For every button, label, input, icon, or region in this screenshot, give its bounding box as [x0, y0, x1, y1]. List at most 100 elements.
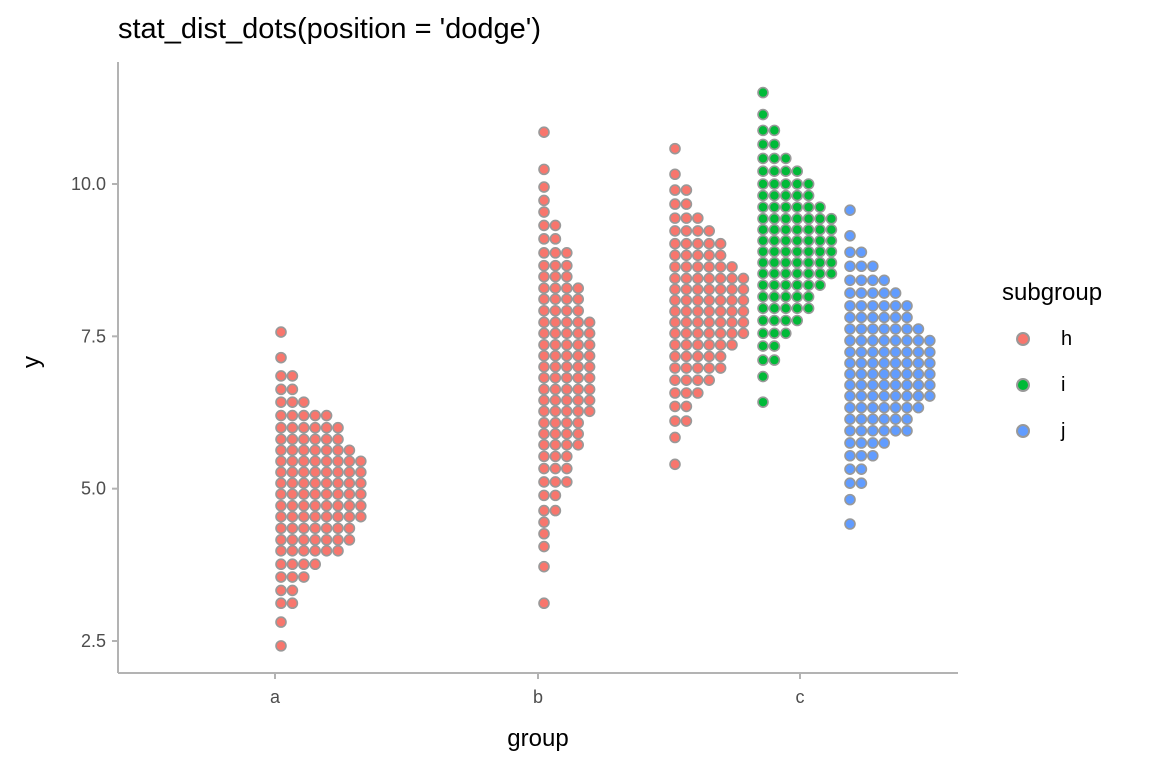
dot-c-i: [779, 152, 792, 165]
dot-a-h: [286, 455, 299, 468]
dot-c-h: [703, 316, 716, 329]
dot-c-j: [923, 390, 936, 402]
dot-c-i: [791, 201, 804, 213]
dot-a-h: [275, 499, 287, 512]
dot-c-h: [669, 387, 681, 399]
dot-c-h: [691, 237, 704, 250]
dot-c-h: [691, 225, 704, 237]
dot-a-h: [332, 522, 344, 535]
dot-a-h: [354, 499, 367, 512]
dot-b-h: [538, 304, 550, 317]
dot-c-h: [714, 283, 727, 296]
dot-b-h: [538, 126, 550, 139]
dot-c-i: [779, 279, 792, 291]
dot-c-h: [680, 316, 693, 329]
dot-c-j: [855, 246, 868, 259]
dot-c-h: [691, 350, 704, 363]
dot-c-j: [844, 390, 856, 402]
dot-a-h: [332, 534, 344, 546]
dot-b-h: [560, 360, 573, 373]
dot-c-i: [814, 234, 826, 247]
dot-a-h: [286, 396, 299, 408]
dot-c-h: [714, 294, 727, 307]
dot-b-h: [538, 219, 550, 232]
dot-a-h: [320, 545, 333, 557]
dot-b-h: [538, 327, 550, 340]
dot-c-h: [669, 400, 681, 413]
dot-a-h: [286, 444, 299, 457]
dot-a-h: [320, 409, 333, 422]
dot-a-h: [343, 499, 356, 512]
dot-a-h: [309, 455, 322, 468]
dot-b-h: [572, 383, 585, 396]
dot-c-j: [878, 300, 891, 312]
dot-c-i: [757, 189, 769, 202]
dot-c-i: [779, 212, 792, 225]
dot-c-j: [878, 413, 891, 426]
dot-c-i: [791, 302, 804, 315]
dot-c-i: [768, 138, 781, 151]
dot-b-h: [538, 383, 550, 396]
dot-a-h: [343, 444, 356, 457]
dot-a-h: [332, 433, 344, 446]
dot-c-j: [844, 379, 856, 391]
dot-a-h: [297, 444, 310, 457]
dot-b-h: [583, 350, 596, 362]
dot-b-h: [549, 438, 562, 451]
dot-c-j: [855, 287, 868, 299]
dot-b-h: [572, 304, 585, 317]
y-tick-label: 7.5: [81, 326, 106, 346]
dot-a-h: [354, 455, 367, 468]
dot-c-i: [814, 245, 826, 258]
dot-c-h: [691, 212, 704, 224]
dot-c-j: [866, 379, 879, 391]
x-tick-label: b: [533, 687, 543, 707]
dot-b-h: [538, 163, 550, 176]
dot-c-j: [844, 368, 856, 380]
dot-c-h: [669, 272, 681, 285]
dot-c-j: [866, 437, 879, 449]
dot-c-j: [878, 390, 891, 402]
dot-c-h: [737, 305, 750, 318]
dot-b-h: [572, 371, 585, 384]
dot-c-j: [878, 401, 891, 414]
dot-c-h: [703, 237, 716, 250]
dot-b-h: [560, 316, 573, 329]
dot-b-h: [583, 405, 596, 418]
dot-b-h: [549, 360, 562, 373]
dot-c-i: [779, 327, 792, 340]
dot-b-h: [549, 316, 562, 329]
dot-a-h: [320, 488, 333, 500]
dot-c-j: [855, 346, 868, 358]
dot-c-j: [912, 390, 925, 402]
dot-c-h: [703, 350, 716, 363]
dot-c-j: [855, 379, 868, 391]
dot-c-h: [669, 305, 681, 318]
dot-a-h: [275, 433, 287, 446]
chart-title: stat_dist_dots(position = 'dodge'): [118, 13, 541, 45]
dot-a-h: [275, 477, 287, 489]
dot-c-i: [757, 234, 769, 247]
dot-c-j: [912, 379, 925, 391]
dot-c-j: [878, 379, 891, 391]
dot-c-i: [802, 290, 815, 303]
y-tick-label: 2.5: [81, 631, 106, 651]
dot-c-i: [757, 124, 769, 137]
dot-a-h: [332, 455, 344, 468]
dot-c-j: [855, 437, 868, 449]
dot-c-j: [889, 357, 902, 369]
dot-b-h: [538, 282, 550, 295]
dot-c-j: [866, 287, 879, 299]
dot-c-j: [855, 424, 868, 437]
dot-b-h: [560, 417, 573, 429]
dot-c-i: [825, 256, 838, 269]
dot-c-h: [714, 350, 727, 363]
dot-c-i: [768, 223, 781, 236]
dot-b-h: [583, 360, 596, 373]
dot-c-h: [680, 374, 693, 387]
dot-a-h: [297, 545, 310, 557]
dot-c-h: [703, 261, 716, 273]
dot-a-h: [332, 488, 344, 500]
dot-c-h: [714, 362, 727, 374]
dot-c-i: [768, 354, 781, 366]
